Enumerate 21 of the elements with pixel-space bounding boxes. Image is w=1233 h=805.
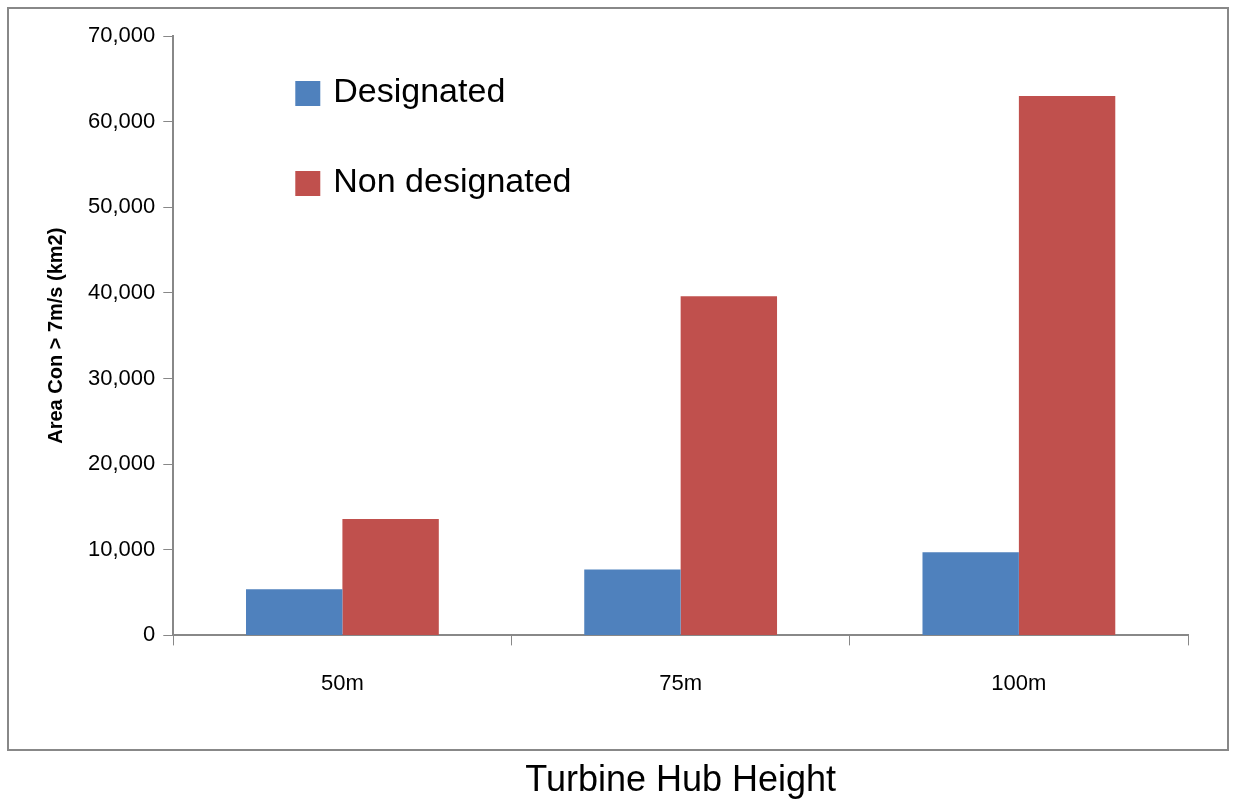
y-tick-label: 0 bbox=[143, 621, 156, 647]
bar bbox=[246, 589, 343, 635]
x-tick-label: 50m bbox=[321, 669, 364, 695]
y-tick-label: 20,000 bbox=[87, 450, 156, 476]
y-axis-title: Area Con > 7m/s (km2) bbox=[43, 227, 66, 444]
y-tick-label: 60,000 bbox=[87, 107, 156, 133]
bar bbox=[922, 552, 1019, 635]
bar bbox=[1018, 95, 1116, 635]
bar bbox=[584, 569, 681, 635]
legend-label: Designated bbox=[333, 71, 506, 110]
y-tick-label: 50,000 bbox=[87, 193, 156, 219]
bar bbox=[342, 518, 439, 635]
legend-label: Non designated bbox=[333, 161, 572, 200]
y-tick-label: 30,000 bbox=[87, 364, 156, 390]
y-tick-label: 70,000 bbox=[87, 22, 156, 48]
y-tick-label: 10,000 bbox=[87, 535, 156, 561]
x-axis-title: Turbine Hub Height bbox=[525, 758, 837, 800]
bar bbox=[680, 296, 778, 635]
y-tick-label: 40,000 bbox=[87, 278, 156, 304]
x-tick-label: 75m bbox=[659, 669, 703, 695]
x-tick-label: 100m bbox=[991, 669, 1047, 695]
